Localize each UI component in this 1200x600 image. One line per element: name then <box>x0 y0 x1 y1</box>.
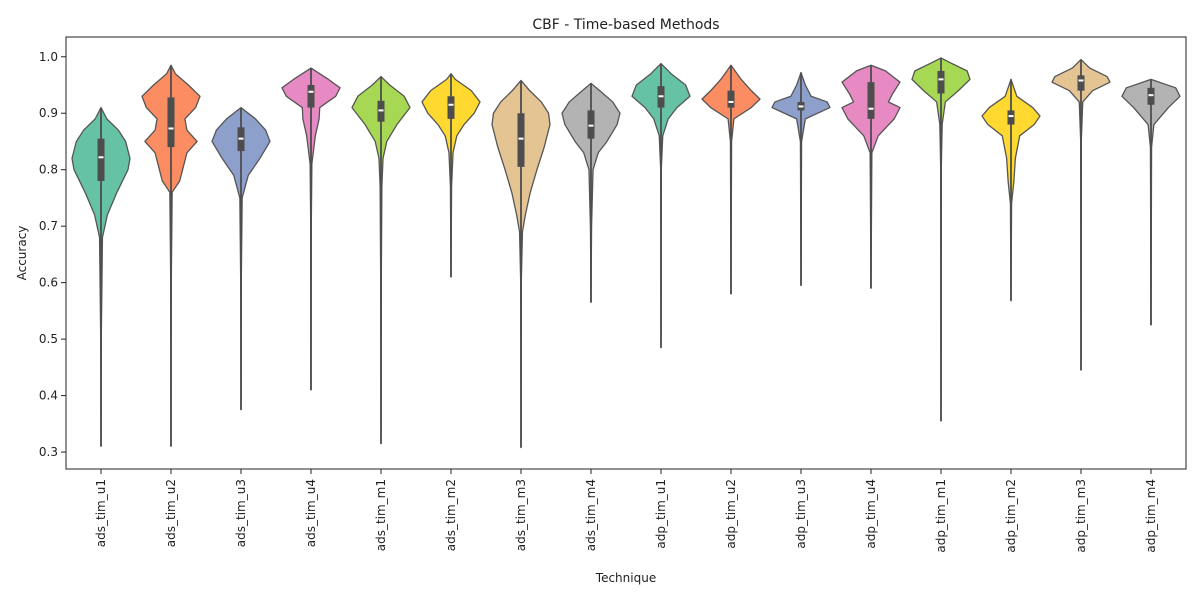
x-tick-label: adp_tim_u1 <box>654 479 668 549</box>
violin-ads_tim_u4 <box>281 67 341 391</box>
violin-adp_tim_m2 <box>981 78 1041 302</box>
y-tick-label: 1.0 <box>39 50 58 64</box>
violin-adp_tim_m4 <box>1121 78 1181 326</box>
violin-ads_tim_m2 <box>421 73 481 278</box>
violin-iqr-box <box>517 113 525 167</box>
violin-iqr-box <box>1077 75 1085 91</box>
violin-adp_tim_u4 <box>841 64 901 289</box>
y-tick-label: 0.6 <box>39 276 58 290</box>
violin-adp_tim_u2 <box>701 64 761 295</box>
violin-iqr-box <box>727 90 735 108</box>
violin-adp_tim_u3 <box>771 71 831 287</box>
x-tick-label: ads_tim_u3 <box>234 479 248 547</box>
y-tick-label: 0.7 <box>39 219 58 233</box>
violin-iqr-box <box>1007 110 1015 125</box>
violin-iqr-box <box>447 96 455 119</box>
x-axis-label: Technique <box>595 571 656 585</box>
x-tick-label: ads_tim_u2 <box>164 479 178 547</box>
x-tick-label: ads_tim_m1 <box>374 479 388 551</box>
violin-adp_tim_m1 <box>911 57 971 422</box>
x-tick-label: adp_tim_u2 <box>724 479 738 549</box>
violin-ads_tim_m3 <box>491 79 551 449</box>
violin-iqr-box <box>867 82 875 119</box>
x-tick-label: ads_tim_u4 <box>304 479 318 547</box>
violin-adp_tim_u1 <box>631 62 691 349</box>
violin-iqr-box <box>1147 87 1155 105</box>
x-tick-label: ads_tim_m3 <box>514 479 528 551</box>
violin-ads_tim_m1 <box>351 75 411 445</box>
y-tick-label: 0.3 <box>39 445 58 459</box>
violin-iqr-box <box>307 85 315 108</box>
y-tick-label: 0.9 <box>39 106 58 120</box>
y-axis: 0.3 0.4 0.5 0.6 0.7 0.8 0.9 1.0 <box>39 50 66 459</box>
violin-ads_tim_u1 <box>71 106 131 448</box>
violin-iqr-box <box>587 110 595 139</box>
violin-iqr-box <box>937 70 945 94</box>
y-tick-label: 0.8 <box>39 163 58 177</box>
plot-area <box>71 57 1181 449</box>
violin-ads_tim_u3 <box>211 106 271 411</box>
y-axis-label: Accuracy <box>15 226 29 281</box>
x-tick-label: adp_tim_m2 <box>1004 479 1018 553</box>
x-axis: ads_tim_u1 ads_tim_u2 ads_tim_u3 ads_tim_u4… <box>94 469 1158 553</box>
x-tick-label: adp_tim_u3 <box>794 479 808 549</box>
violin-ads_tim_u2 <box>141 64 201 448</box>
x-tick-label: adp_tim_m4 <box>1144 479 1158 553</box>
y-tick-label: 0.4 <box>39 389 58 403</box>
plot-frame <box>65 36 1187 470</box>
violin-ads_tim_m4 <box>561 82 621 304</box>
x-tick-label: adp_tim_u4 <box>864 479 878 549</box>
x-tick-label: ads_tim_m2 <box>444 479 458 551</box>
x-tick-label: adp_tim_m3 <box>1074 479 1088 553</box>
x-tick-label: ads_tim_m4 <box>584 479 598 551</box>
chart-title: CBF - Time-based Methods <box>532 17 719 33</box>
violin-iqr-box <box>167 97 175 148</box>
y-tick-label: 0.5 <box>39 332 58 346</box>
x-tick-label: adp_tim_m1 <box>934 479 948 553</box>
violin-adp_tim_m3 <box>1051 58 1111 371</box>
x-tick-label: ads_tim_u1 <box>94 479 108 547</box>
violin-iqr-box <box>97 138 105 181</box>
